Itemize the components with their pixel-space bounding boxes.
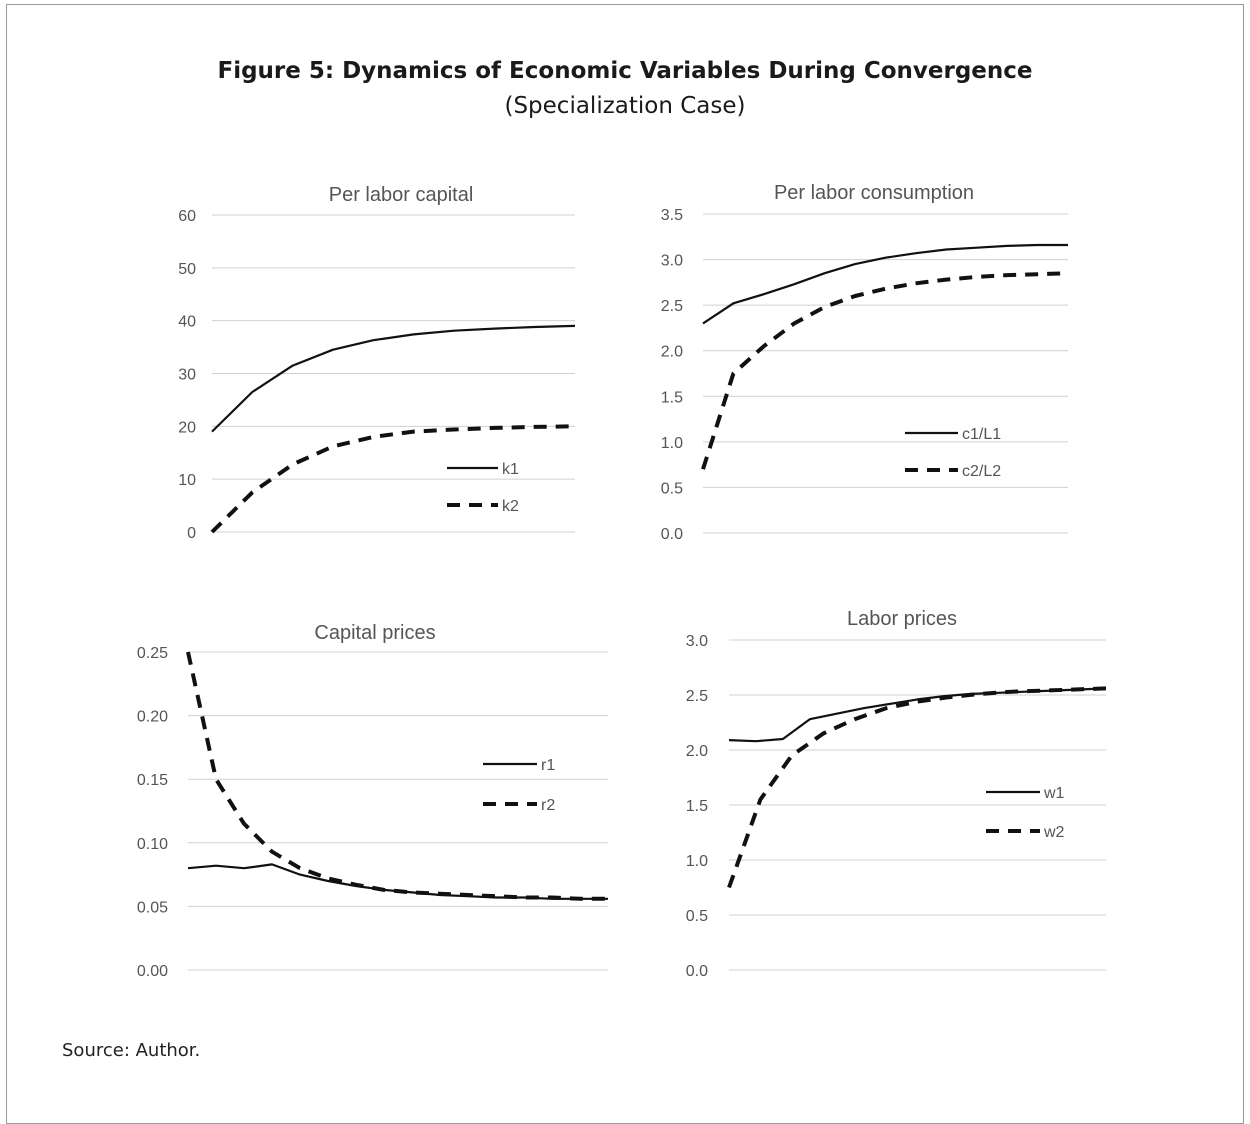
y-tick-label: 1.5 xyxy=(686,798,708,815)
legend-label: c1/L1 xyxy=(962,426,1001,443)
y-tick-label: 0.25 xyxy=(137,645,168,662)
y-tick-label: 0.10 xyxy=(137,836,168,853)
legend-label: w1 xyxy=(1043,785,1065,802)
y-tick-label: 3.0 xyxy=(661,253,683,270)
y-tick-label: 2.0 xyxy=(661,344,683,361)
y-tick-label: 0.0 xyxy=(661,526,683,543)
legend-label: r1 xyxy=(541,757,555,774)
y-tick-label: 2.5 xyxy=(686,688,708,705)
y-tick-label: 20 xyxy=(178,419,196,436)
y-tick-label: 0.15 xyxy=(137,772,168,789)
y-tick-label: 1.0 xyxy=(661,435,683,452)
y-tick-label: 60 xyxy=(178,208,196,225)
series-line-r1 xyxy=(187,863,608,900)
series-line-r2 xyxy=(186,651,608,901)
series-line-k2 xyxy=(210,424,576,534)
chart-panel-3: Capital prices 0.00 0.05 0.10 0.15 0.20 0.25 r1… xyxy=(137,622,608,980)
source-note: Source: Author. xyxy=(62,1040,201,1061)
series-line-w1 xyxy=(728,687,1107,743)
figure-title: Figure 5: Dynamics of Economic Variables… xyxy=(217,58,1033,84)
y-tick-label: 40 xyxy=(178,314,196,331)
chart-title: Labor prices xyxy=(847,608,957,630)
series-line-c1l1 xyxy=(702,243,1068,325)
y-tick-label: 10 xyxy=(178,472,196,489)
legend-label: r2 xyxy=(541,797,555,814)
chart-title: Capital prices xyxy=(314,622,435,644)
y-tick-label: 0.0 xyxy=(686,963,708,980)
y-tick-label: 1.0 xyxy=(686,853,708,870)
chart-panel-4: Labor prices 0.0 0.5 1.0 1.5 2.0 2.5 3.0 w1 w2 xyxy=(686,608,1107,980)
y-tick-label: 0 xyxy=(187,525,196,542)
y-tick-label: 30 xyxy=(178,367,196,384)
chart-title: Per labor capital xyxy=(329,184,474,206)
y-tick-label: 2.5 xyxy=(661,298,683,315)
figure-subtitle: (Specialization Case) xyxy=(504,93,746,119)
y-tick-label: 0.5 xyxy=(661,480,683,497)
y-tick-label: 50 xyxy=(178,261,196,278)
series-line-k1 xyxy=(211,324,576,433)
y-tick-label: 0.05 xyxy=(137,899,168,916)
y-tick-label: 3.0 xyxy=(686,633,708,650)
chart-title: Per labor consumption xyxy=(774,182,974,204)
legend-label: k1 xyxy=(502,461,519,478)
chart-panel-2: Per labor consumption 0.0 0.5 1.0 1.5 2.0 2.5 3… xyxy=(661,182,1069,543)
series-line-c2l2 xyxy=(701,271,1069,470)
y-tick-label: 0.00 xyxy=(137,963,168,980)
y-tick-label: 2.0 xyxy=(686,743,708,760)
legend-label: c2/L2 xyxy=(962,463,1001,480)
y-tick-label: 0.20 xyxy=(137,709,168,726)
legend-label: w2 xyxy=(1043,824,1065,841)
y-tick-label: 1.5 xyxy=(661,389,683,406)
legend-label: k2 xyxy=(502,498,519,515)
y-tick-label: 0.5 xyxy=(686,908,708,925)
chart-panel-1: Per labor capital 0 10 20 30 40 50 60 k1 k2 xyxy=(178,184,576,542)
y-tick-label: 3.5 xyxy=(661,207,683,224)
